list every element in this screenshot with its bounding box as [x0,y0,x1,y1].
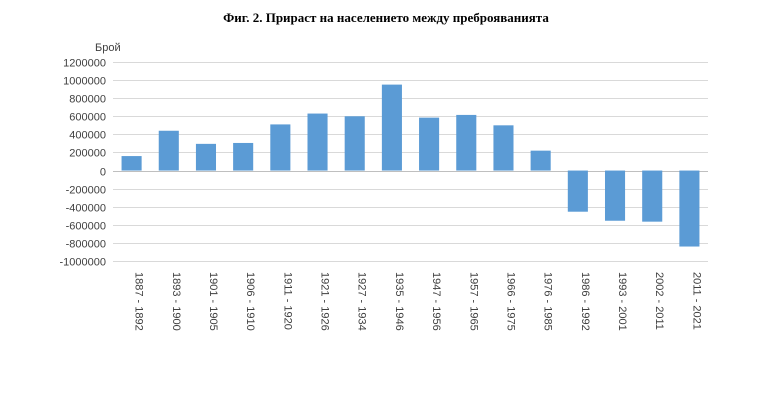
x-tick-label: 1976 - 1985 [542,272,554,331]
bar [567,170,588,212]
x-tick-label: 1986 - 1992 [579,272,591,331]
y-tick-label: 1000000 [63,76,106,88]
x-tick-label: 1993 - 2001 [616,272,628,331]
y-tick-label: -1000000 [60,257,107,269]
x-tick-label: 1887 - 1892 [133,272,145,331]
x-tick-label: 1893 - 1900 [170,272,182,331]
y-tick-label: 400000 [69,130,106,142]
bars [121,84,700,247]
bar [530,150,551,171]
y-tick-label: 0 [100,167,106,179]
x-axis-ticks: 1887 - 1892 1893 - 1900 1901 - 1905 1906 - … [133,272,703,331]
x-tick-label: 1957 - 1965 [467,272,479,331]
bar [195,143,217,171]
x-tick-label: 1966 - 1975 [504,272,516,331]
x-tick-label: 1911 - 1920 [281,272,293,330]
gridlines [113,62,708,262]
bar [270,124,291,171]
bar [419,117,440,171]
bar [493,125,514,171]
x-tick-label: 1921 - 1926 [319,272,331,331]
bar [604,170,626,221]
bar [456,114,477,171]
chart-title: Фиг. 2. Прираст на населението между пре… [223,10,549,25]
y-tick-label: 1200000 [63,58,106,70]
y-tick-label: 600000 [69,112,106,124]
bar [642,170,663,222]
y-tick-label: -200000 [66,185,106,197]
bar [158,130,179,171]
y-tick-label: -400000 [66,203,106,215]
bar [344,116,365,171]
x-tick-label: 2002 - 2011 [653,272,665,330]
bar [381,84,402,171]
x-tick-label: 1927 - 1934 [356,272,368,331]
bar [121,156,142,171]
bar [233,142,254,171]
y-tick-label: -600000 [66,221,106,233]
y-axis-label: Брой [95,42,121,54]
x-tick-label: 2011 - 2021 [690,272,702,330]
x-tick-label: 1901 - 1905 [207,272,219,331]
y-tick-label: 800000 [69,94,106,106]
y-axis-ticks: -1000000 -800000 -600000 -400000 -200000 0 200… [60,58,107,269]
y-tick-label: 200000 [69,148,106,160]
x-tick-label: 1906 - 1910 [244,272,256,331]
bar [307,113,328,171]
x-tick-label: 1935 - 1946 [393,272,405,331]
x-tick-label: 1947 - 1956 [430,272,442,331]
y-tick-label: -800000 [66,239,106,251]
bar [679,170,700,247]
